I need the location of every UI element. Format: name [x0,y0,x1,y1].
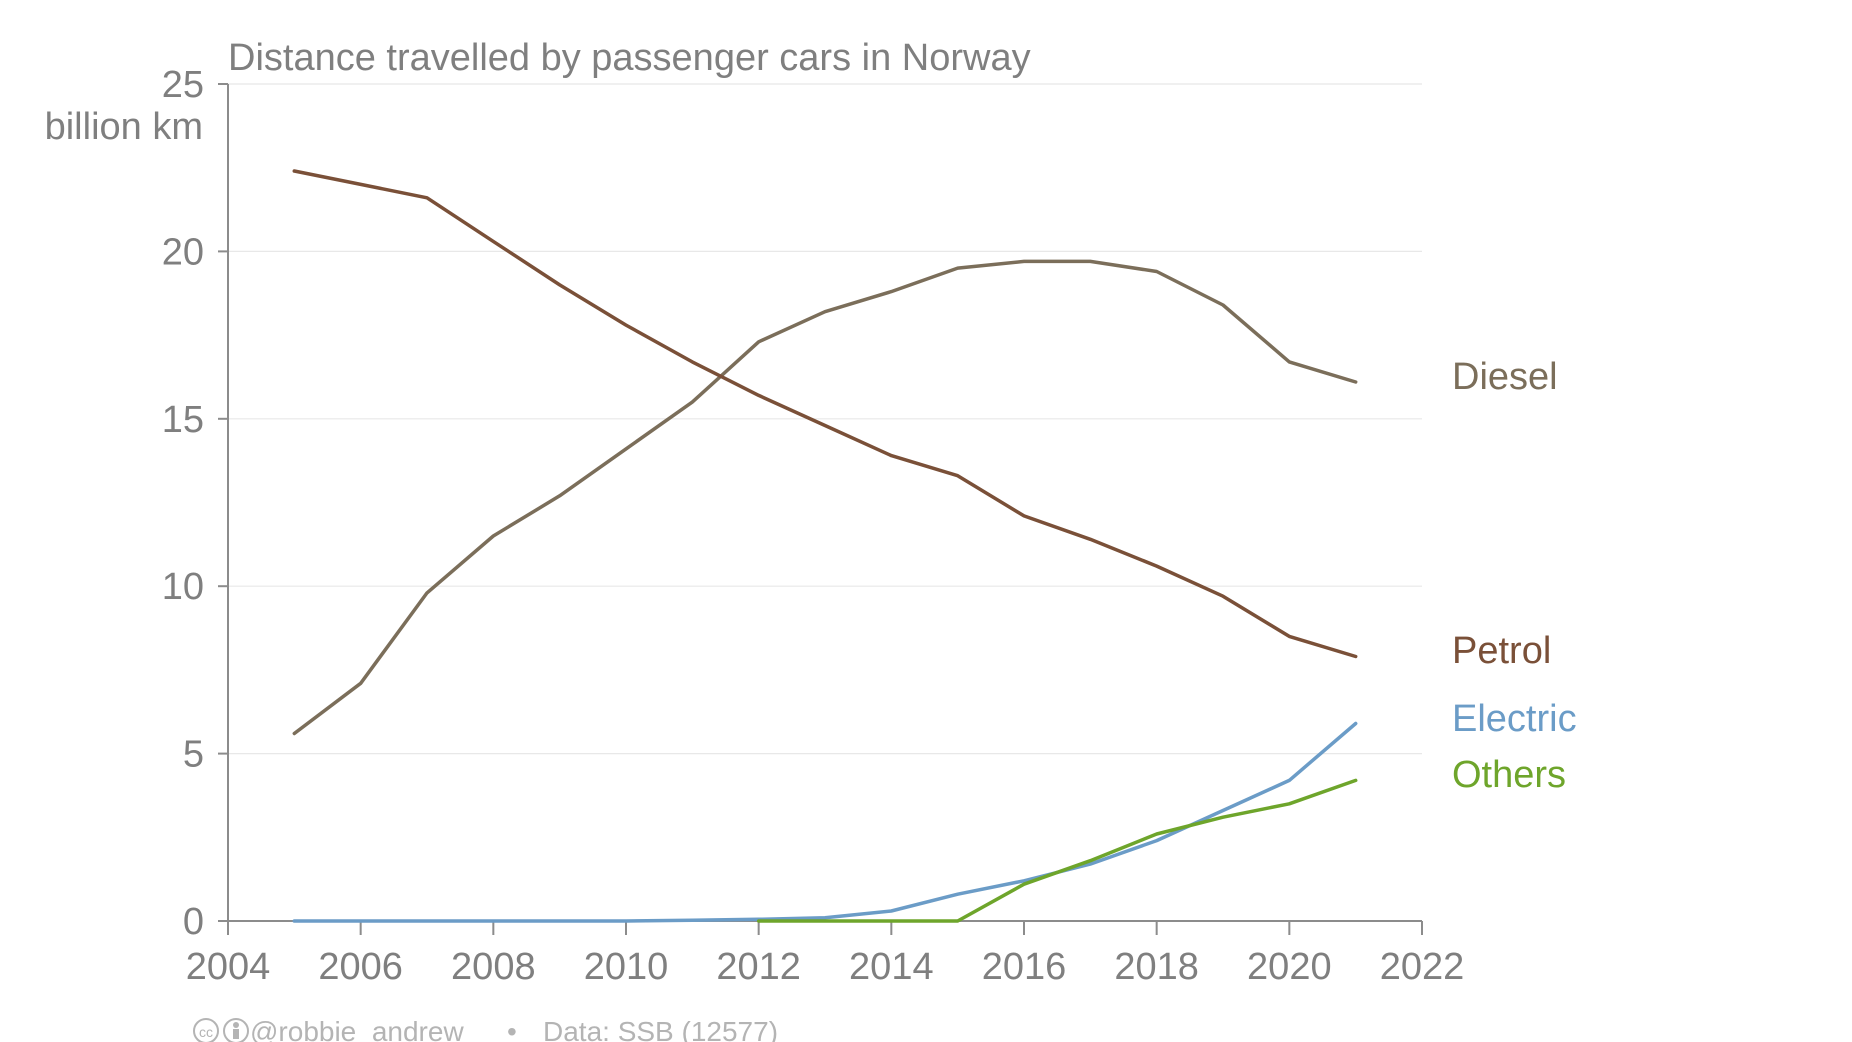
series-label-others: Others [1452,754,1566,796]
y-tick-label-5: 5 [183,734,204,776]
author-handle: @robbie_andrew [250,1016,464,1042]
cc-license-icon: cc [193,1018,219,1042]
y-tick-label-20: 20 [162,231,204,273]
x-tick-label-2006: 2006 [318,946,403,988]
x-tick-label-2016: 2016 [982,946,1067,988]
x-tick-label-2020: 2020 [1247,946,1332,988]
x-tick-label-2004: 2004 [186,946,271,988]
series-line-diesel [292,259,1358,736]
y-tick-label-0: 0 [183,901,204,943]
x-tick-label-2014: 2014 [849,946,934,988]
x-tick-label-2018: 2018 [1114,946,1199,988]
axes [227,84,1422,922]
y-tick-label-25: 25 [162,64,204,106]
x-tick-label-2010: 2010 [584,946,669,988]
series-line-petrol [292,169,1358,659]
gridlines [228,83,1422,755]
y-axis-unit-label: billion km [45,106,203,148]
series-label-diesel: Diesel [1452,356,1558,398]
x-axis-ticks: 2004 2006 2008 2010 2012 2014 2016 2018 2020 2022 [186,921,1465,988]
series-label-petrol: Petrol [1452,630,1551,672]
y-tick-label-10: 10 [162,566,204,608]
series-line-others [756,778,1358,923]
series-labels: Diesel Petrol Electric Others [1452,356,1577,796]
y-axis-ticks: 0 5 10 15 20 25 [162,64,228,943]
x-tick-label-2008: 2008 [451,946,536,988]
y-tick-label-15: 15 [162,399,204,441]
chart-title: Distance travelled by passenger cars in … [228,37,1031,79]
svg-text:cc: cc [199,1024,213,1040]
footer-separator: • [507,1016,517,1042]
footer: cc @robbie_andrew • Data: SSB (12577) [193,1016,778,1042]
series-label-electric: Electric [1452,698,1577,740]
series-lines [292,169,1358,923]
series-line-electric [292,721,1358,923]
x-tick-label-2012: 2012 [716,946,801,988]
x-tick-label-2022: 2022 [1380,946,1465,988]
data-source: Data: SSB (12577) [543,1016,778,1042]
attribution-icon [223,1018,249,1042]
